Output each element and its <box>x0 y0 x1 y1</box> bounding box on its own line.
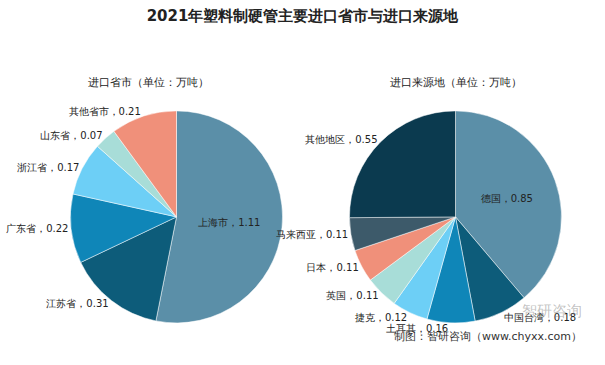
svg-text:江苏省，0.31: 江苏省，0.31 <box>46 298 108 309</box>
svg-text:英国，0.11: 英国，0.11 <box>326 290 378 301</box>
svg-text:2021年塑料制硬管主要进口省市与进口来源地: 2021年塑料制硬管主要进口省市与进口来源地 <box>147 7 460 25</box>
svg-text:中国台湾，0.18: 中国台湾，0.18 <box>504 312 576 323</box>
svg-text:制图：智研咨询（www.chyxx.com）: 制图：智研咨询（www.chyxx.com） <box>394 330 582 343</box>
svg-text:山东省，0.07: 山东省，0.07 <box>40 130 102 141</box>
svg-text:马来西亚，0.11: 马来西亚，0.11 <box>276 229 348 240</box>
svg-text:浙江省，0.17: 浙江省，0.17 <box>17 162 79 173</box>
svg-text:上海市，1.11: 上海市，1.11 <box>198 217 260 228</box>
svg-text:其他地区，0.55: 其他地区，0.55 <box>305 134 377 145</box>
svg-text:土耳其，0.16: 土耳其，0.16 <box>386 323 448 334</box>
svg-text:德国，0.85: 德国，0.85 <box>481 193 533 204</box>
svg-text:日本，0.11: 日本，0.11 <box>306 262 358 273</box>
svg-text:进口省市（单位：万吨）: 进口省市（单位：万吨） <box>88 76 209 89</box>
svg-text:其他省市，0.21: 其他省市，0.21 <box>69 106 141 117</box>
svg-text:智研咨询: 智研咨询 <box>522 302 582 320</box>
svg-text:捷克，0.12: 捷克，0.12 <box>355 312 407 323</box>
svg-text:进口来源地（单位：万吨）: 进口来源地（单位：万吨） <box>390 76 522 89</box>
svg-text:广东省，0.22: 广东省，0.22 <box>6 223 68 234</box>
